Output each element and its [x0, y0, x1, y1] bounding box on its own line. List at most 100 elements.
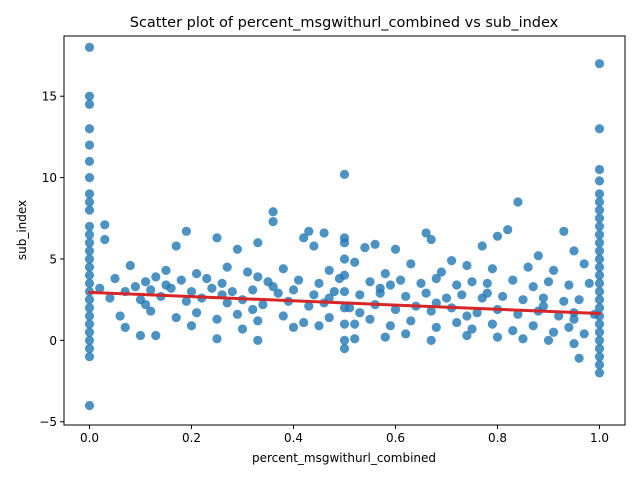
- scatter-point: [421, 288, 431, 298]
- scatter-point: [84, 254, 95, 264]
- x-tick-label: 0.6: [386, 431, 405, 445]
- scatter-point: [406, 259, 416, 269]
- scatter-point: [452, 280, 462, 290]
- scatter-point: [253, 316, 263, 326]
- x-tick-label: 1.0: [590, 431, 609, 445]
- scatter-point: [84, 343, 95, 354]
- scatter-point: [324, 293, 334, 303]
- scatter-point: [84, 189, 95, 199]
- scatter-point: [528, 282, 538, 292]
- scatter-point: [421, 228, 431, 238]
- y-tick-label: −5: [39, 415, 57, 429]
- scatter-point: [345, 303, 355, 313]
- regression-line: [88, 290, 601, 316]
- scatter-point: [477, 241, 487, 251]
- scatter-point: [533, 251, 543, 261]
- scatter-point: [569, 339, 579, 349]
- scatter-point: [105, 293, 115, 303]
- scatter-point: [564, 280, 574, 290]
- scatter-point: [339, 254, 350, 264]
- scatter-point: [559, 226, 569, 236]
- scatter-point: [594, 360, 605, 370]
- scatter-point: [299, 233, 309, 243]
- scatter-point: [594, 343, 605, 354]
- scatter-point: [141, 299, 151, 310]
- scatter-point: [84, 238, 95, 248]
- scatter-point: [319, 228, 329, 238]
- scatter-point: [339, 319, 350, 329]
- scatter-point: [513, 309, 523, 319]
- scatter-point: [237, 324, 248, 334]
- scatter-point: [329, 286, 339, 297]
- scatter-point: [202, 273, 212, 284]
- scatter-point: [84, 42, 95, 52]
- scatter-point: [543, 335, 554, 345]
- scatter-point: [339, 169, 350, 179]
- scatter-point: [426, 306, 436, 316]
- scatter-point: [579, 259, 589, 269]
- scatter-point: [360, 242, 370, 253]
- scatter-point: [84, 278, 95, 288]
- scatter-point: [176, 275, 186, 285]
- scatter-point: [370, 239, 380, 249]
- scatter-point: [115, 311, 125, 321]
- scatter-point: [84, 229, 95, 240]
- scatter-point: [594, 164, 605, 175]
- scatter-point: [339, 335, 350, 345]
- scatter-point: [84, 140, 95, 150]
- scatter-point: [334, 273, 344, 284]
- scatter-point: [594, 303, 605, 313]
- scatter-point: [594, 238, 605, 248]
- scatter-point: [594, 335, 605, 345]
- scatter-point: [594, 278, 605, 288]
- scatter-point: [120, 322, 130, 332]
- scatter-point: [84, 311, 95, 321]
- scatter-point: [594, 327, 605, 337]
- scatter-point: [401, 329, 411, 339]
- scatter-point: [339, 343, 350, 354]
- scatter-point: [594, 176, 605, 186]
- scatter-point: [222, 262, 232, 272]
- scatter-point: [426, 234, 436, 245]
- scatter-point: [207, 283, 217, 293]
- scatter-point: [161, 280, 171, 290]
- scatter-point: [594, 319, 605, 329]
- scatter-point: [569, 314, 579, 324]
- scatter-point: [462, 311, 472, 321]
- scatter-point: [151, 272, 161, 282]
- scatter-point: [294, 275, 304, 285]
- scatter-point: [523, 262, 533, 272]
- scatter-point: [268, 207, 278, 217]
- scatter-point: [84, 91, 95, 101]
- scatter-point: [268, 216, 278, 227]
- scatter-point: [503, 225, 513, 235]
- scatter-point: [232, 309, 242, 319]
- scatter-point: [498, 291, 508, 302]
- scatter-point: [84, 246, 95, 256]
- scatter-point: [431, 273, 441, 284]
- scatter-point: [253, 335, 263, 345]
- scatter-point: [84, 352, 95, 362]
- scatter-point: [406, 316, 416, 326]
- scatter-point: [431, 322, 441, 332]
- scatter-point: [339, 286, 350, 297]
- scatter-point: [268, 282, 278, 292]
- scatter-point: [365, 314, 375, 324]
- scatter-point: [299, 317, 309, 328]
- scatter-point: [253, 238, 263, 248]
- scatter-point: [355, 308, 365, 318]
- scatter-point: [436, 267, 446, 277]
- scatter-point: [125, 260, 135, 271]
- scatter-point: [554, 311, 564, 321]
- y-tick-label: 15: [42, 90, 57, 104]
- scatter-point: [253, 272, 263, 282]
- scatter-point: [513, 197, 523, 207]
- scatter-point: [248, 285, 258, 295]
- scatter-point: [467, 324, 477, 334]
- scatter-point: [84, 303, 95, 313]
- y-tick-label: 10: [42, 171, 57, 185]
- scatter-point: [95, 283, 105, 293]
- scatter-point: [564, 322, 574, 332]
- scatter-point: [492, 332, 503, 342]
